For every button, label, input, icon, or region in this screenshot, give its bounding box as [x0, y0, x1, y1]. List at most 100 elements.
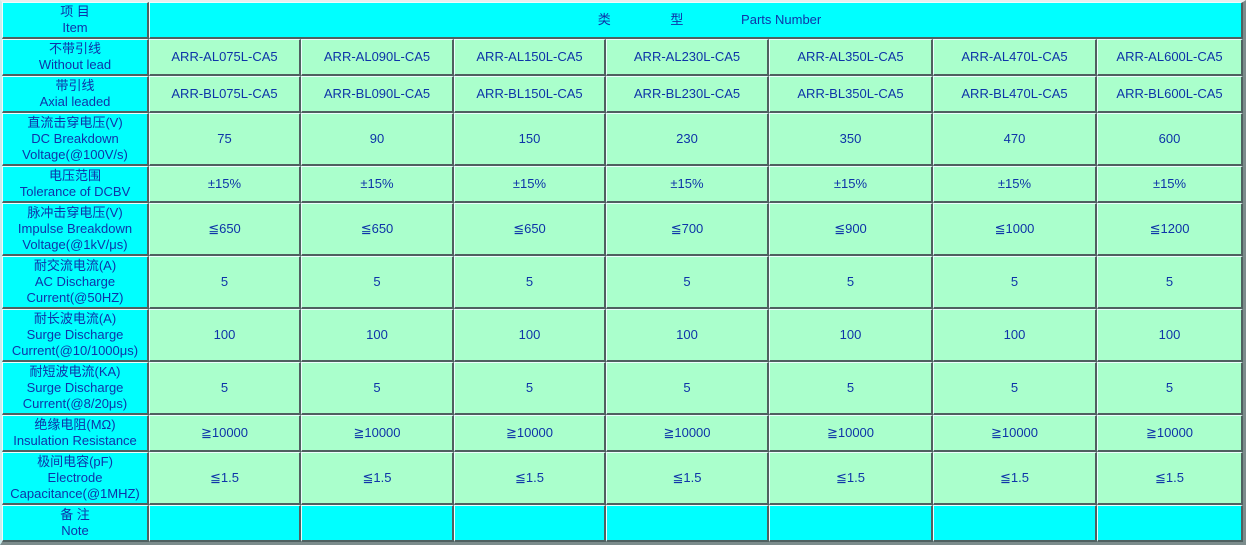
table-row-axial-leaded: 带引线 Axial leaded ARR-BL075L-CA5 ARR-BL090L-… — [2, 76, 1244, 113]
row-label-en: Impulse Breakdown Voltage(@1kV/μs) — [17, 221, 133, 252]
row-header-axial-leaded: 带引线 Axial leaded — [2, 76, 149, 113]
row-label-cn: 耐长波电流(A) — [33, 311, 117, 326]
value-cell: ≦1.5 — [769, 452, 933, 505]
value-cell: ARR-AL350L-CA5 — [769, 39, 933, 76]
value-cell: ≦900 — [769, 203, 933, 256]
value-cell: ≧10000 — [149, 415, 301, 452]
value-cell: 100 — [933, 309, 1097, 362]
value-cell: 100 — [454, 309, 606, 362]
value-cell: 5 — [933, 362, 1097, 415]
value-cell: ±15% — [606, 166, 769, 203]
value-cell: ARR-BL075L-CA5 — [149, 76, 301, 113]
value-cell: ±15% — [149, 166, 301, 203]
row-label-cn: 备 注 — [60, 507, 90, 522]
value-cell: ARR-BL470L-CA5 — [933, 76, 1097, 113]
value-cell: ≦1.5 — [149, 452, 301, 505]
value-cell: ≧10000 — [301, 415, 454, 452]
value-cell: 600 — [1097, 113, 1244, 166]
parts-number-label: Parts Number — [741, 12, 822, 27]
value-cell: ≦1000 — [933, 203, 1097, 256]
value-cell: ≦650 — [301, 203, 454, 256]
table-header-row: 项 目 Item 类 型 Parts Number — [2, 2, 1244, 39]
row-label-cn: 极间电容(pF) — [37, 454, 113, 469]
table-row-dc-breakdown-voltage: 直流击穿电压(V) DC Breakdown Voltage(@100V/s) 75… — [2, 113, 1244, 166]
value-cell: 5 — [933, 256, 1097, 309]
value-cell: 5 — [769, 362, 933, 415]
value-cell: 100 — [1097, 309, 1244, 362]
value-cell: 100 — [149, 309, 301, 362]
value-cell: 5 — [454, 256, 606, 309]
value-cell: 5 — [606, 362, 769, 415]
value-cell: 100 — [769, 309, 933, 362]
value-cell — [933, 505, 1097, 542]
row-header-note: 备 注 Note — [2, 505, 149, 542]
table-row-surge-discharge-current-short: 耐短波电流(KA) Surge Discharge Current(@8/20μs… — [2, 362, 1244, 415]
row-header-without-lead: 不带引线 Without lead — [2, 39, 149, 76]
value-cell: ±15% — [454, 166, 606, 203]
value-cell: 5 — [1097, 256, 1244, 309]
value-cell: ARR-AL150L-CA5 — [454, 39, 606, 76]
value-cell: ARR-BL350L-CA5 — [769, 76, 933, 113]
value-cell: ARR-AL470L-CA5 — [933, 39, 1097, 76]
value-cell: ≦700 — [606, 203, 769, 256]
value-cell — [454, 505, 606, 542]
row-label-cn: 脉冲击穿电压(V) — [27, 205, 123, 220]
value-cell: ≦650 — [454, 203, 606, 256]
row-header-ac-discharge-current: 耐交流电流(A) AC Discharge Current(@50HZ) — [2, 256, 149, 309]
value-cell: 350 — [769, 113, 933, 166]
row-header-insulation-resistance: 绝缘电阻(MΩ) Insulation Resistance — [2, 415, 149, 452]
value-cell: 5 — [1097, 362, 1244, 415]
row-label-en: Surge Discharge Current(@10/1000μs) — [11, 327, 139, 358]
value-cell: 150 — [454, 113, 606, 166]
item-header-cell: 项 目 Item — [2, 2, 149, 39]
value-cell — [1097, 505, 1244, 542]
row-label-en: Surge Discharge Current(@8/20μs) — [22, 380, 128, 411]
value-cell: 90 — [301, 113, 454, 166]
row-header-surge-discharge-current-short: 耐短波电流(KA) Surge Discharge Current(@8/20μs… — [2, 362, 149, 415]
value-cell: ≦1.5 — [301, 452, 454, 505]
row-header-surge-discharge-current-long: 耐长波电流(A) Surge Discharge Current(@10/1000… — [2, 309, 149, 362]
value-cell: ±15% — [769, 166, 933, 203]
value-cell: ≧10000 — [454, 415, 606, 452]
value-cell: 5 — [454, 362, 606, 415]
value-cell: 470 — [933, 113, 1097, 166]
value-cell — [769, 505, 933, 542]
type-label-cn-2: 型 — [670, 12, 684, 27]
row-label-en: Note — [61, 523, 89, 538]
value-cell: ≧10000 — [606, 415, 769, 452]
table-row-note: 备 注 Note — [2, 505, 1244, 542]
table-row-impulse-breakdown-voltage: 脉冲击穿电压(V) Impulse Breakdown Voltage(@1kV/… — [2, 203, 1244, 256]
row-header-electrode-capacitance: 极间电容(pF) Electrode Capacitance(@1MHZ) — [2, 452, 149, 505]
row-label-en: Axial leaded — [39, 94, 111, 109]
row-label-en: Tolerance of DCBV — [19, 184, 131, 199]
value-cell: 230 — [606, 113, 769, 166]
row-label-cn: 耐交流电流(A) — [33, 258, 117, 273]
row-label-en: Electrode Capacitance(@1MHZ) — [10, 470, 140, 501]
row-label-cn: 电压范围 — [48, 168, 101, 183]
row-label-en: Insulation Resistance — [13, 433, 137, 448]
table-row-surge-discharge-current-long: 耐长波电流(A) Surge Discharge Current(@10/1000… — [2, 309, 1244, 362]
value-cell: ±15% — [1097, 166, 1244, 203]
value-cell: 5 — [149, 256, 301, 309]
row-label-cn: 直流击穿电压(V) — [27, 115, 123, 130]
value-cell: ≦1.5 — [454, 452, 606, 505]
item-label-cn: 项 目 — [60, 4, 90, 19]
row-label-en: Without lead — [38, 57, 112, 72]
value-cell: 5 — [301, 362, 454, 415]
value-cell: ≧10000 — [769, 415, 933, 452]
value-cell: ARR-BL150L-CA5 — [454, 76, 606, 113]
value-cell: 5 — [769, 256, 933, 309]
value-cell: ≦650 — [149, 203, 301, 256]
row-label-cn: 不带引线 — [48, 41, 101, 56]
value-cell: ≦1.5 — [1097, 452, 1244, 505]
value-cell: ≧10000 — [933, 415, 1097, 452]
table-row-insulation-resistance: 绝缘电阻(MΩ) Insulation Resistance ≧10000 ≧1000… — [2, 415, 1244, 452]
value-cell: ≦1.5 — [606, 452, 769, 505]
value-cell: 100 — [606, 309, 769, 362]
value-cell — [606, 505, 769, 542]
table-row-voltage-tolerance: 电压范围 Tolerance of DCBV ±15% ±15% ±15% ±15% ±15… — [2, 166, 1244, 203]
table-row-without-lead: 不带引线 Without lead ARR-AL075L-CA5 ARR-AL090L… — [2, 39, 1244, 76]
value-cell — [301, 505, 454, 542]
